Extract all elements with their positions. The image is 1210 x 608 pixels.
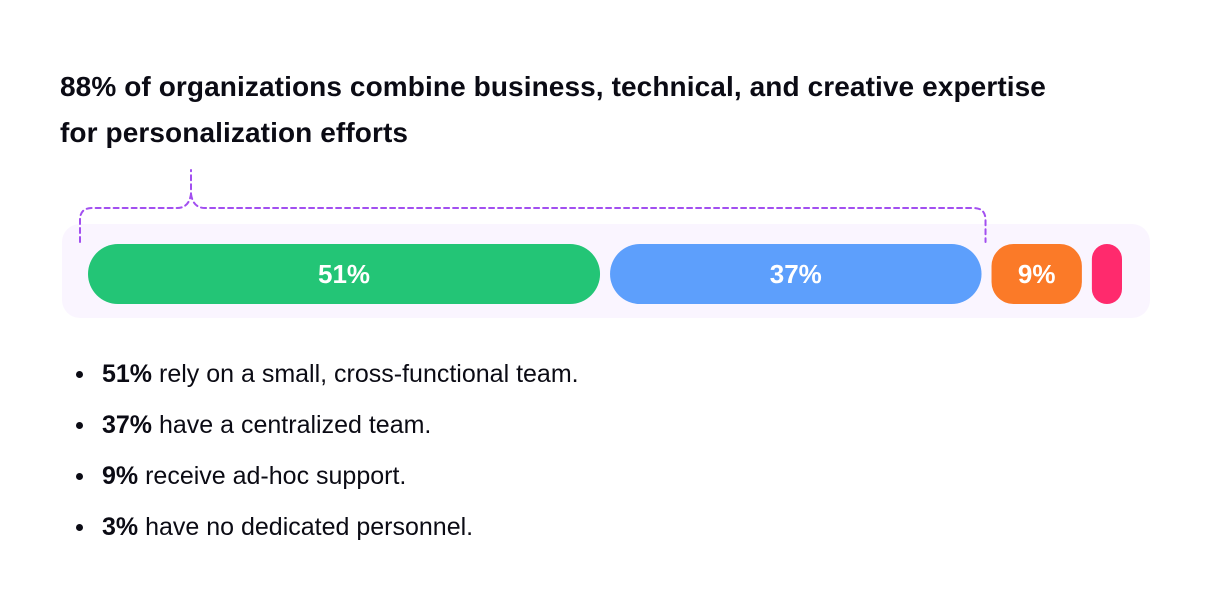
list-item: 37% have a centralized team.: [76, 403, 579, 454]
bullet-dot: [76, 524, 83, 531]
item-value: 51%: [102, 360, 153, 388]
item-text: have no dedicated personnel.: [138, 513, 474, 541]
list-item: 51% rely on a small, cross-functional te…: [76, 352, 579, 403]
bar-segment: [1091, 244, 1122, 304]
item-text: rely on a small, cross-functional team.: [152, 360, 579, 388]
bar-label: 9%: [1018, 259, 1056, 289]
bar-segment: [991, 244, 1082, 304]
list-item: 3% have no dedicated personnel.: [76, 505, 579, 556]
chart-title: 88% of organizations combine business, t…: [60, 71, 1046, 148]
bullet-dot: [76, 371, 83, 378]
item-value: 3%: [102, 513, 139, 541]
item-value: 9%: [102, 462, 139, 490]
bar-segment: [610, 244, 982, 304]
item-text: have a centralized team.: [152, 411, 432, 439]
breakdown-list: 51% rely on a small, cross-functional te…: [76, 352, 579, 556]
bar-label: 51%: [318, 259, 370, 289]
list-item: 9% receive ad-hoc support.: [76, 454, 579, 505]
bullet-dot: [76, 422, 83, 429]
item-text: receive ad-hoc support.: [138, 462, 407, 490]
bar-label: 37%: [770, 259, 822, 289]
combined-bracket: [79, 169, 987, 243]
item-value: 37%: [102, 411, 153, 439]
bar-segments: 51% 37% 9%: [88, 244, 1122, 304]
bar-segment: [88, 244, 601, 304]
bullet-dot: [76, 473, 83, 480]
